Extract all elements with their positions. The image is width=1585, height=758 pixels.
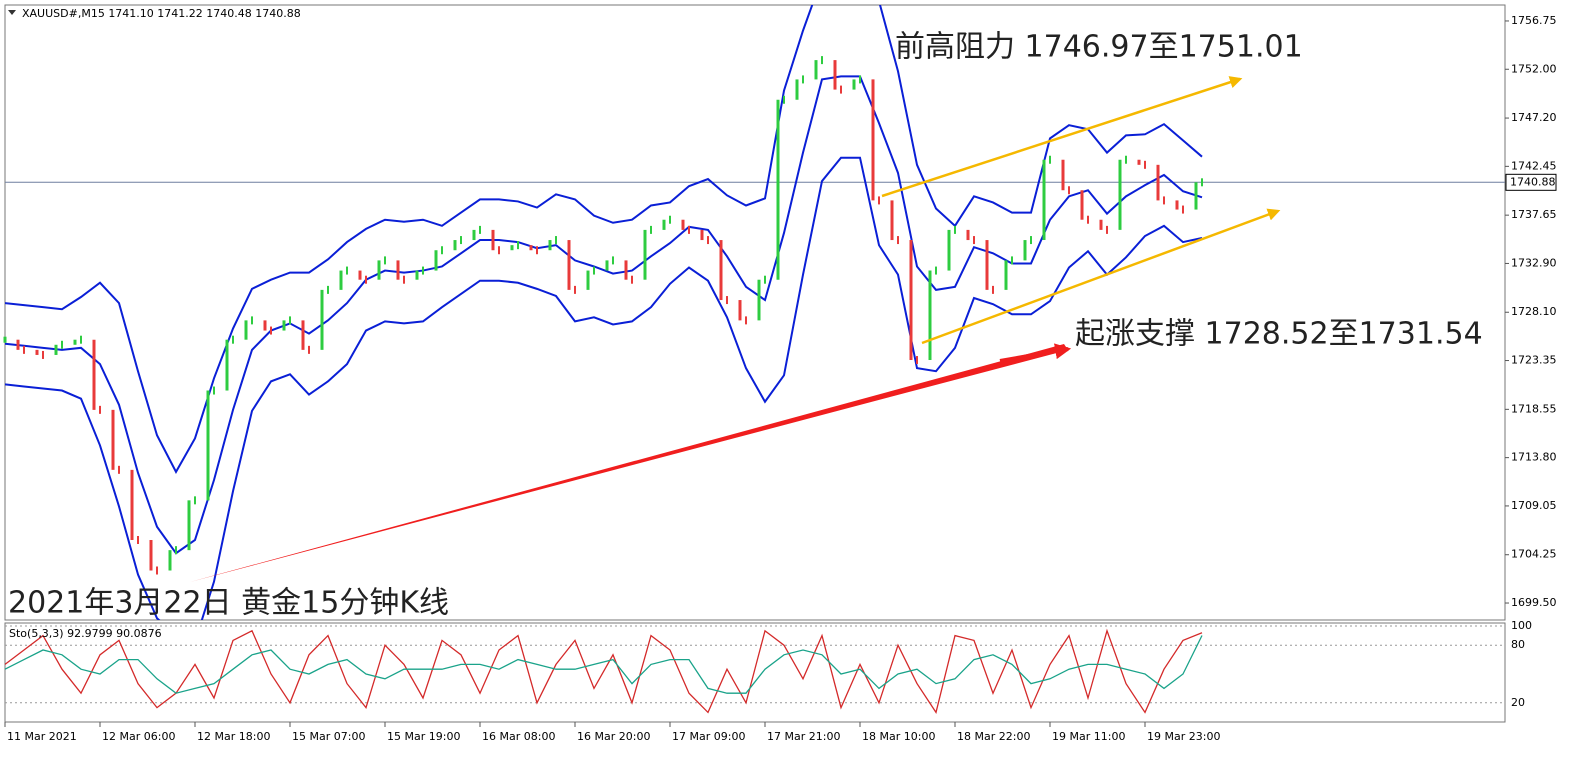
x-tick-label: 16 Mar 20:00 <box>577 730 650 743</box>
stoch-line <box>4 635 1203 694</box>
y-tick-label: 1752.00 <box>1511 62 1557 75</box>
y-tick-label: 1709.05 <box>1511 499 1557 512</box>
y-tick-label: 1713.80 <box>1511 451 1557 464</box>
band-line <box>5 156 1203 620</box>
band-line <box>5 75 1203 555</box>
y-tick-label: 1699.50 <box>1511 596 1557 609</box>
x-tick-label: 17 Mar 09:00 <box>672 730 745 743</box>
stoch-pane <box>4 622 1506 723</box>
x-tick-label: 18 Mar 22:00 <box>957 730 1030 743</box>
y-tick-label: 1756.75 <box>1511 14 1557 27</box>
x-tick-label: 18 Mar 10:00 <box>862 730 935 743</box>
y-tick-label: 20 <box>1511 696 1525 709</box>
band-line <box>5 5 1203 474</box>
y-tick-label: 1728.10 <box>1511 305 1557 318</box>
trend-arrow <box>190 344 1068 582</box>
y-tick-label: 80 <box>1511 638 1525 651</box>
annotation: 起涨支撑 1728.52至1731.54 <box>1075 317 1483 352</box>
annotation: 前高阻力 1746.97至1751.01 <box>895 30 1303 65</box>
y-tick-label: 1723.35 <box>1511 354 1557 367</box>
y-tick-label: 1747.20 <box>1511 111 1557 124</box>
x-tick-label: 12 Mar 18:00 <box>197 730 270 743</box>
header: XAUUSD#,M15 1741.10 1741.22 1740.48 1740… <box>22 7 301 20</box>
support-arrow <box>921 208 1281 345</box>
x-tick-label: 11 Mar 2021 <box>7 730 77 743</box>
x-tick-label: 12 Mar 06:00 <box>102 730 175 743</box>
x-tick-label: 15 Mar 07:00 <box>292 730 365 743</box>
current-price-label: 1740.88 <box>1510 175 1556 188</box>
stoch-line <box>4 628 1203 714</box>
current-price-box <box>1505 173 1557 191</box>
x-tick-label: 19 Mar 11:00 <box>1052 730 1125 743</box>
price-pane <box>4 4 1506 621</box>
y-tick-label: 1742.45 <box>1511 159 1557 172</box>
y-tick-label: 100 <box>1511 619 1532 632</box>
resistance-arrow <box>881 76 1243 198</box>
x-tick-label: 16 Mar 08:00 <box>482 730 555 743</box>
trend-lines <box>190 76 1281 582</box>
y-tick-label: 1732.90 <box>1511 256 1557 269</box>
y-tick-label: 1737.65 <box>1511 208 1557 221</box>
x-tick-label: 19 Mar 23:00 <box>1147 730 1220 743</box>
plot-layer: 1756.75 1752.00 1747.20 1742.45 1737.65 1732.… <box>3 5 1557 743</box>
x-tick-label: 17 Mar 21:00 <box>767 730 840 743</box>
trend-arrow-head <box>999 343 1072 363</box>
x-tick-label: 15 Mar 19:00 <box>387 730 460 743</box>
y-tick-label: 1704.25 <box>1511 548 1557 561</box>
menu-triangle <box>8 10 16 15</box>
annotation: 2021年3月22日 黄金15分钟K线 <box>8 586 449 621</box>
y-tick-label: 1718.55 <box>1511 402 1557 415</box>
indicator-label: Sto(5,3,3) 92.9799 90.0876 <box>9 627 162 640</box>
